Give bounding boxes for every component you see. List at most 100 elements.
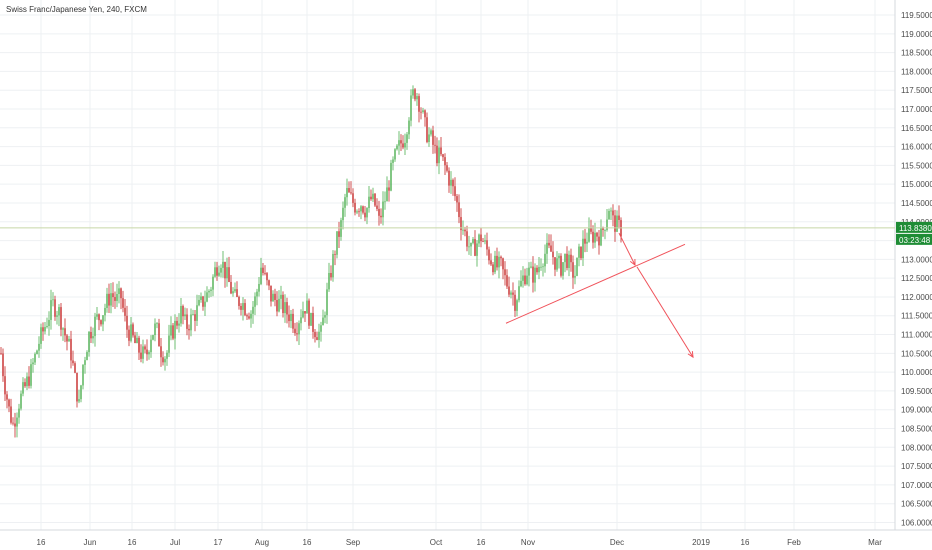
time-tick-label: 16 <box>741 538 750 547</box>
candle-body <box>146 349 148 355</box>
candle-body <box>544 253 546 267</box>
candle-body <box>350 192 352 194</box>
candle-body <box>72 360 74 364</box>
candle-body <box>542 266 544 268</box>
candle-body <box>488 249 490 261</box>
candle-body <box>214 267 216 277</box>
candle-body <box>278 298 280 312</box>
candle-body <box>356 211 358 213</box>
candle-body <box>110 293 112 306</box>
candle-body <box>224 261 226 279</box>
candle-body <box>618 215 620 221</box>
price-tick-label: 110.5000 <box>901 349 932 358</box>
candle-body <box>558 255 560 259</box>
candle-body <box>216 267 218 276</box>
candle-body <box>566 253 568 268</box>
price-tick-label: 116.0000 <box>901 143 932 152</box>
candle-body <box>292 313 294 329</box>
candle-body <box>378 208 380 216</box>
candle-body <box>440 147 442 155</box>
candle-body <box>592 231 594 243</box>
candle-body <box>412 89 414 96</box>
time-axis[interactable]: 16 Jun 16 Jul 17 Aug 16 Sep Oct 16 Nov Dec 2019 16 Feb… <box>37 538 883 547</box>
drawing-annotations[interactable] <box>505 232 694 359</box>
candle-body <box>614 215 616 232</box>
candle-body <box>430 130 432 135</box>
candle-body <box>318 331 320 340</box>
candle-body <box>170 325 172 336</box>
time-tick-label: Mar <box>868 538 882 547</box>
candle-body <box>0 353 2 355</box>
candle-body <box>450 179 452 186</box>
candle-series <box>0 85 622 438</box>
countdown-tag-bg <box>896 233 932 245</box>
candle-body <box>14 423 16 427</box>
time-tick-label: Nov <box>521 538 535 547</box>
candle-body <box>92 336 94 339</box>
candle-body <box>94 316 96 337</box>
candle-body <box>512 292 514 295</box>
candle-body <box>496 255 498 268</box>
projection-arrow-short[interactable] <box>618 232 636 266</box>
candle-body <box>222 261 224 268</box>
candle-body <box>50 300 52 320</box>
candle-body <box>574 275 576 278</box>
candle-body <box>604 229 606 231</box>
candle-body <box>238 296 240 306</box>
candle-body <box>348 188 350 193</box>
candle-body <box>266 273 268 281</box>
candle-body <box>20 393 22 409</box>
candle-body <box>272 293 274 302</box>
candle-body <box>490 260 492 265</box>
candle-body <box>456 196 458 203</box>
candle-body <box>82 364 84 386</box>
candle-body <box>374 193 376 206</box>
candle-body <box>34 353 36 363</box>
candle-body <box>244 303 246 316</box>
candle-body <box>386 187 388 202</box>
candle-body <box>78 399 80 402</box>
candle-body <box>160 346 162 358</box>
candle-body <box>254 296 256 307</box>
candle-body <box>118 288 120 295</box>
price-tick-label: 115.0000 <box>901 180 932 189</box>
candle-body <box>600 228 602 246</box>
candle-body <box>402 143 404 148</box>
candle-body <box>362 206 364 213</box>
current-price-tag: 113.8380 03:23:48 <box>896 221 932 245</box>
candle-body <box>562 262 564 276</box>
candle-body <box>24 382 26 387</box>
candle-body <box>60 307 62 330</box>
candle-body <box>62 328 64 330</box>
candle-body <box>152 335 154 340</box>
candle-body <box>8 399 10 407</box>
price-tick-label: 107.5000 <box>901 462 932 471</box>
candle-body <box>166 352 168 359</box>
candle-body <box>88 331 90 353</box>
projection-arrow-long[interactable] <box>636 266 694 358</box>
candle-body <box>202 296 204 307</box>
support-trendline[interactable] <box>505 243 686 324</box>
candle-body <box>436 145 438 164</box>
candle-body <box>514 294 516 311</box>
candle-body <box>210 289 212 291</box>
candle-body <box>578 246 580 258</box>
price-tick-label: 117.5000 <box>901 86 932 95</box>
candle-body <box>144 346 146 350</box>
candle-body <box>136 337 138 343</box>
candle-body <box>370 196 372 200</box>
candle-body <box>426 117 428 142</box>
time-tick-label: Feb <box>787 538 801 547</box>
candle-body <box>42 327 44 332</box>
candle-body <box>32 362 34 365</box>
candle-body <box>428 134 430 142</box>
candle-body <box>48 319 50 327</box>
time-tick-label: Oct <box>430 538 443 547</box>
candle-body <box>124 307 126 316</box>
price-axis[interactable]: 106.0000 106.5000 107.0000 107.5000 108.0000… <box>901 11 932 527</box>
candle-body <box>546 242 548 254</box>
candle-body <box>596 232 598 237</box>
candle-body <box>530 266 532 268</box>
candle-body <box>134 335 136 343</box>
